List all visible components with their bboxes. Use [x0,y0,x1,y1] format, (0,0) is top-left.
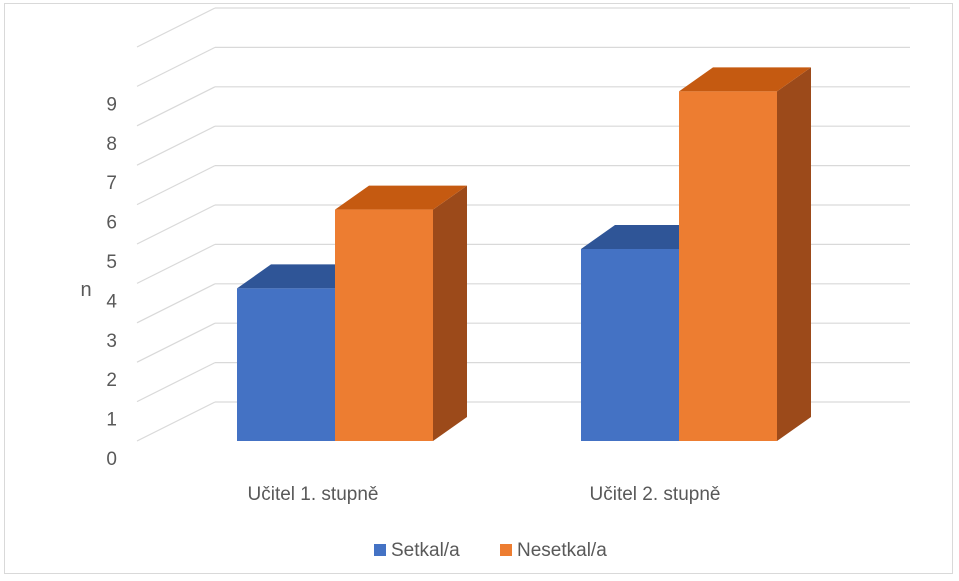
gridline-diagonal [136,243,216,284]
gridline-diagonal [136,204,216,245]
y-tick-label: 4 [106,291,117,312]
bar-front [237,288,335,441]
y-tick-label: 1 [106,410,117,431]
legend-label: Setkal/a [391,540,460,561]
y-tick-label: 2 [106,370,117,391]
legend-item: Setkal/a [374,540,460,561]
legend: Setkal/a Nesetkal/a [374,540,607,561]
y-tick-label: 5 [106,252,117,273]
gridline-diagonal [136,322,216,363]
bar-top [335,185,467,210]
bars [237,67,811,442]
bar [335,185,467,441]
y-tick-label: 3 [106,331,117,352]
x-axis-categories: Učitel 1. stupně Učitel 2. stupně [248,484,721,505]
bar-side [433,185,467,441]
gridline-diagonal [136,283,216,324]
y-axis-ticks: 0 1 2 3 4 5 6 7 8 9 [106,94,117,470]
gridline-diagonal [136,46,216,87]
gridline-diagonal [136,125,216,166]
gridline-diagonal [136,86,216,127]
bar-top [679,67,811,92]
y-tick-label: 0 [106,449,117,470]
gridline-diagonal [136,7,216,48]
bar-front [679,91,777,442]
legend-item: Nesetkal/a [500,540,607,561]
category-label: Učitel 1. stupně [248,484,379,505]
gridline-diagonal [136,362,216,403]
y-tick-label: 7 [106,173,117,194]
bar-front [335,209,433,441]
legend-swatch [500,544,512,556]
bar [679,67,811,442]
y-tick-label: 6 [106,213,117,234]
y-axis-label: n [80,279,91,301]
legend-label: Nesetkal/a [517,540,607,561]
bar-front [581,249,679,441]
gridline-diagonal [136,165,216,206]
gridline-diagonal [136,401,216,442]
y-tick-label: 8 [106,134,117,155]
y-tick-label: 9 [106,94,117,115]
legend-swatch [374,544,386,556]
bar-side [777,67,811,442]
category-label: Učitel 2. stupně [590,484,721,505]
